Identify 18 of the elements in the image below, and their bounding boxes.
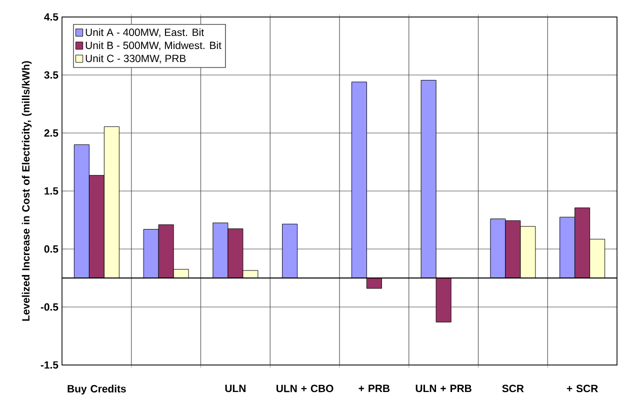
y-tick-label: 4.5 [44,13,58,21]
legend-label: Unit C - 330MW, PRB [86,54,186,64]
x-tick-label: ULN [225,384,246,392]
x-tick-label: ULN + CBO [276,384,334,392]
y-tick-label: 1.5 [44,187,58,195]
legend-label: Unit B - 500MW, Midwest. Bit [86,41,222,50]
y-tick-label: 3.5 [44,71,58,79]
x-tick-label: + SCR [566,384,598,392]
y-tick-label: -0.5 [40,303,58,311]
y-tick-label: -1.5 [40,361,58,369]
x-tick-label: SCR [502,384,524,392]
y-tick-label: 2.5 [44,129,58,137]
y-axis-title: Levelized Increase in Cost of Electricity, (mills/kWh) [22,61,32,321]
legend-label: Unit A - 400MW, East. Bit [86,28,204,38]
x-tick-label: Buy Credits [68,384,126,395]
y-tick-label: 0.5 [44,245,58,253]
x-tick-label: + PRB [358,384,390,392]
x-tick-label: ULN + PRB [416,384,472,392]
